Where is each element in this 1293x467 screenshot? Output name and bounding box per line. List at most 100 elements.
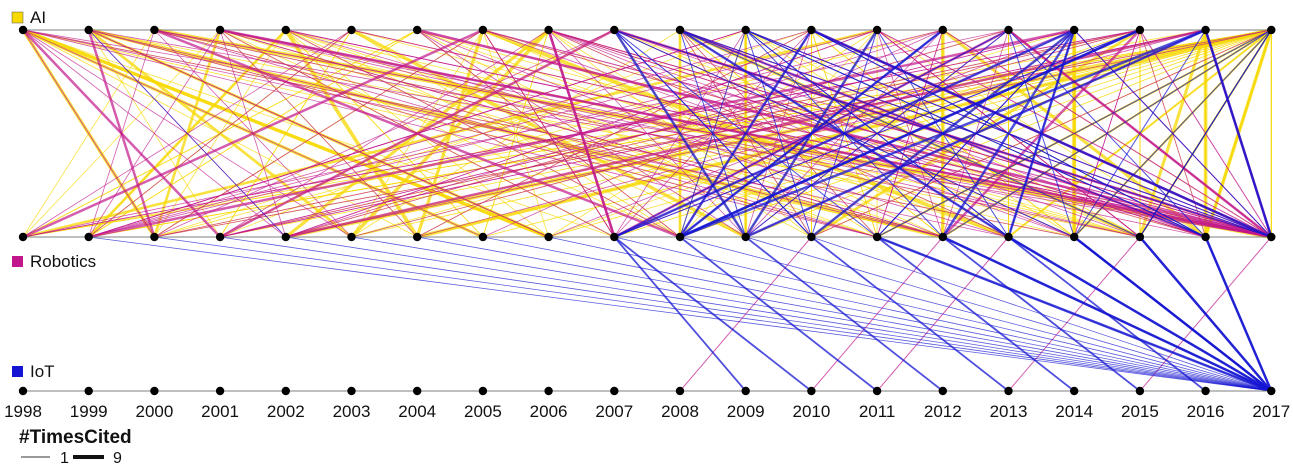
iot-node-2013: [1004, 386, 1013, 396]
year-axis-labels: 1998 1999 2000 2001 2002 2003 2004 2005 2006 2007…: [4, 402, 1290, 421]
ai-node-2007: [610, 25, 619, 35]
ai-node-2009: [741, 25, 750, 35]
year-label: 2000: [135, 402, 173, 421]
citation-edge: [810, 236, 1010, 392]
ai-node-2004: [413, 25, 422, 35]
citation-edge: [416, 29, 681, 238]
citation-edge: [88, 29, 549, 238]
times-cited-max: 9: [113, 450, 122, 467]
ai-color-swatch: [11, 11, 24, 24]
citation-edge: [482, 236, 1272, 392]
citation-edge: [876, 235, 1272, 393]
robotics-node-2010: [807, 232, 816, 242]
citation-edge: [1138, 236, 1273, 392]
iot-node-2012: [938, 386, 947, 396]
citation-edges: [21, 28, 1273, 393]
robotics-node-2002: [281, 232, 290, 242]
iot-node-2000: [150, 386, 159, 396]
robotics-node-2000: [150, 232, 159, 242]
ai-node-2012: [938, 25, 947, 35]
year-label: 2005: [464, 402, 502, 421]
iot-color-swatch: [12, 366, 23, 377]
citation-edge: [88, 29, 878, 238]
citation-edge: [876, 236, 1075, 392]
robotics-node-2009: [741, 232, 750, 242]
robotics-node-2015: [1135, 232, 1145, 242]
citation-edge: [745, 236, 944, 392]
iot-node-2007: [610, 386, 619, 396]
year-label: 2001: [201, 402, 239, 421]
robotics-node-2008: [675, 232, 685, 242]
robotics-node-2011: [872, 232, 882, 242]
robotics-node-2014: [1070, 232, 1079, 242]
iot-node-2001: [215, 386, 225, 396]
ai-node-2017: [1267, 25, 1276, 35]
ai-node-2002: [281, 25, 290, 35]
iot-node-2004: [413, 386, 422, 396]
year-label: 2004: [398, 402, 436, 421]
year-label: 2007: [595, 402, 633, 421]
ai-node-2013: [1004, 25, 1013, 35]
citation-edge: [1073, 236, 1272, 392]
citation-edge: [22, 29, 155, 238]
ai-node-2008: [675, 25, 685, 35]
ai-node-2011: [872, 25, 882, 35]
citation-edge: [810, 29, 878, 238]
citation-edge: [284, 28, 419, 239]
year-label: 2009: [727, 402, 765, 421]
citation-edge: [942, 236, 1141, 392]
ai-layer-label: AI: [30, 8, 46, 27]
citation-edge: [220, 236, 1272, 392]
robotics-node-2006: [544, 232, 553, 242]
citation-edge: [613, 29, 812, 238]
robotics-node-2012: [938, 232, 947, 242]
iot-node-1998: [18, 386, 28, 396]
citation-edge: [1008, 29, 1075, 238]
citation-edge: [614, 236, 1272, 392]
citation-edge: [678, 29, 813, 238]
citation-edge: [679, 29, 1272, 238]
iot-node-2015: [1135, 386, 1145, 396]
citation-edge: [351, 236, 1272, 392]
year-label: 1999: [70, 402, 108, 421]
citation-edge: [745, 29, 1009, 238]
times-cited-title: #TimesCited: [19, 427, 132, 448]
citation-edge: [1007, 235, 1272, 393]
robotics-node-2013: [1004, 232, 1013, 242]
robotics-node-2005: [478, 232, 488, 242]
iot-node-2016: [1201, 386, 1210, 396]
citation-edge: [1205, 29, 1272, 238]
iot-node-2002: [281, 386, 290, 396]
ai-node-2000: [150, 25, 159, 35]
year-label: 2017: [1252, 402, 1290, 421]
year-label: 2002: [267, 402, 305, 421]
robotics-node-2007: [610, 232, 619, 242]
iot-node-2009: [741, 386, 750, 396]
year-label: 2013: [990, 402, 1028, 421]
ai-node-2014: [1070, 25, 1079, 35]
year-label: 1998: [4, 402, 42, 421]
year-label: 2011: [859, 402, 896, 421]
year-label: 2015: [1121, 402, 1159, 421]
citation-edge: [876, 29, 1272, 238]
citation-edge: [88, 29, 287, 238]
ai-node-2006: [544, 25, 553, 35]
citation-edge: [745, 236, 1272, 392]
robotics-node-2004: [413, 232, 422, 242]
robotics-node-1999: [84, 232, 93, 242]
citation-edge: [22, 29, 287, 238]
ai-node-2015: [1135, 25, 1145, 35]
ai-node-2016: [1201, 25, 1210, 35]
citation-edge: [613, 236, 747, 392]
iot-node-2005: [478, 386, 488, 396]
citation-edge: [744, 29, 879, 238]
iot-node-2008: [675, 386, 685, 396]
ai-node-2003: [347, 25, 356, 35]
iot-node-2017: [1267, 386, 1276, 396]
year-label: 2006: [530, 402, 568, 421]
year-label: 2008: [661, 402, 699, 421]
iot-node-2003: [347, 386, 356, 396]
iot-node-1999: [84, 386, 93, 396]
